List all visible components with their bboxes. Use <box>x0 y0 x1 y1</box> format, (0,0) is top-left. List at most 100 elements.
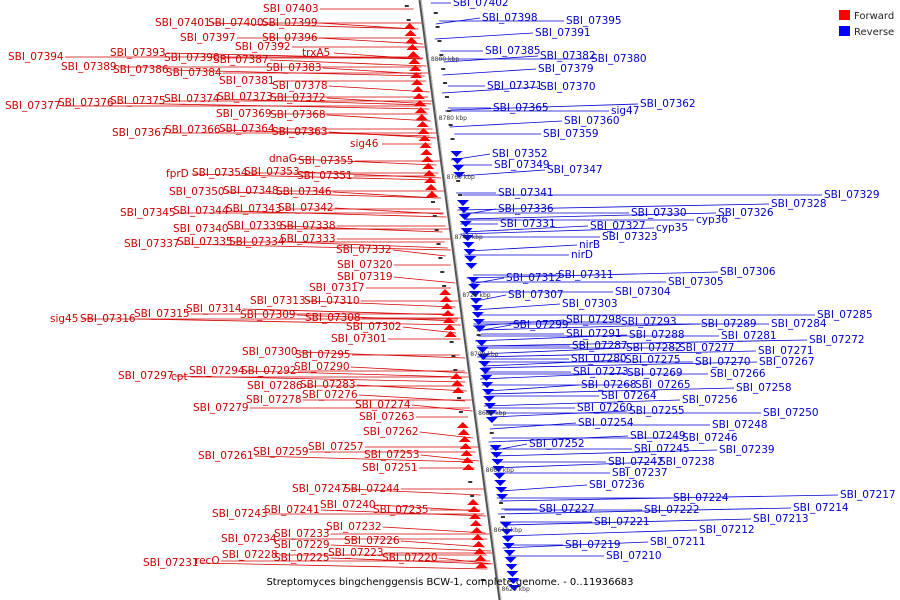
gene-label[interactable]: cyp35 <box>656 222 688 234</box>
gene-label[interactable]: SBI_07283 <box>300 379 356 391</box>
reverse-gene-feature[interactable] <box>489 445 502 451</box>
forward-gene-feature[interactable] <box>450 373 463 379</box>
gene-label[interactable]: SBI_07395 <box>566 15 622 27</box>
reverse-gene-feature[interactable] <box>482 389 495 395</box>
gene-label[interactable]: SBI_07243 <box>212 508 268 520</box>
gene-label[interactable]: SBI_07302 <box>346 321 402 333</box>
gene-label[interactable]: SBI_07228 <box>222 549 278 561</box>
reverse-gene-feature[interactable] <box>508 585 521 591</box>
gene-label[interactable]: SBI_07332 <box>336 244 392 256</box>
reverse-gene-feature[interactable] <box>495 487 508 493</box>
gene-label[interactable]: SBI_07378 <box>272 80 328 92</box>
gene-label[interactable]: SBI_07311 <box>558 269 614 281</box>
gene-label[interactable]: SBI_07364 <box>219 123 275 135</box>
gene-label[interactable]: SBI_07290 <box>294 361 350 373</box>
reverse-gene-feature[interactable] <box>450 151 463 157</box>
forward-gene-feature[interactable] <box>409 65 422 71</box>
gene-label[interactable]: SBI_07260 <box>577 402 633 414</box>
forward-gene-feature[interactable] <box>418 135 431 141</box>
gene-label[interactable]: SBI_07281 <box>721 330 777 342</box>
forward-gene-feature[interactable] <box>473 548 486 554</box>
gene-label[interactable]: SBI_07367 <box>112 127 168 139</box>
gene-label[interactable]: SBI_07285 <box>817 309 873 321</box>
forward-gene-feature[interactable] <box>407 51 420 57</box>
forward-gene-feature[interactable] <box>410 72 423 78</box>
forward-gene-feature[interactable] <box>419 142 432 148</box>
reverse-gene-feature[interactable] <box>461 235 474 241</box>
gene-label[interactable]: SBI_07242 <box>608 456 664 468</box>
gene-label[interactable]: SBI_07327 <box>590 220 646 232</box>
reverse-gene-feature[interactable] <box>468 284 481 290</box>
reverse-gene-feature[interactable] <box>505 564 518 570</box>
gene-label[interactable]: SBI_07344 <box>173 205 229 217</box>
forward-gene-feature[interactable] <box>422 163 435 169</box>
gene-label[interactable]: SBI_07377 <box>5 100 61 112</box>
gene-label[interactable]: SBI_07334 <box>229 236 285 248</box>
gene-label[interactable]: SBI_07385 <box>485 45 541 57</box>
reverse-gene-feature[interactable] <box>479 368 492 374</box>
reverse-gene-feature[interactable] <box>451 158 464 164</box>
forward-gene-feature[interactable] <box>411 79 424 85</box>
gene-label[interactable]: SBI_07300 <box>242 346 298 358</box>
reverse-gene-feature[interactable] <box>457 207 470 213</box>
forward-gene-feature[interactable] <box>457 429 470 435</box>
gene-label[interactable]: SBI_07263 <box>359 411 415 423</box>
forward-gene-feature[interactable] <box>416 121 429 127</box>
forward-gene-feature[interactable] <box>415 114 428 120</box>
gene-label[interactable]: SBI_07339 <box>227 220 283 232</box>
gene-label[interactable]: SBI_07345 <box>120 207 176 219</box>
gene-label[interactable]: SBI_07214 <box>793 502 849 514</box>
gene-label[interactable]: SBI_07316 <box>80 313 136 325</box>
reverse-gene-feature[interactable] <box>475 340 488 346</box>
gene-label[interactable]: SBI_07350 <box>169 186 225 198</box>
gene-label[interactable]: SBI_07279 <box>193 402 249 414</box>
forward-gene-feature[interactable] <box>403 23 416 29</box>
gene-label[interactable]: SBI_07381 <box>219 75 275 87</box>
gene-label[interactable]: SBI_07399 <box>262 17 318 29</box>
forward-gene-feature[interactable] <box>474 555 487 561</box>
gene-label[interactable]: SBI_07269 <box>627 367 683 379</box>
reverse-gene-feature[interactable] <box>499 522 512 528</box>
gene-label[interactable]: SBI_07314 <box>186 303 242 315</box>
gene-label[interactable]: SBI_07255 <box>629 405 685 417</box>
reverse-gene-feature[interactable] <box>462 242 475 248</box>
gene-label[interactable]: SBI_07222 <box>644 504 700 516</box>
gene-label[interactable]: SBI_07370 <box>540 81 596 93</box>
gene-label[interactable]: SBI_07288 <box>629 329 685 341</box>
gene-label[interactable]: SBI_07271 <box>758 345 814 357</box>
gene-label[interactable]: SBI_07213 <box>753 513 809 525</box>
gene-label[interactable]: SBI_07331 <box>500 218 556 230</box>
gene-label[interactable]: SBI_07307 <box>508 289 564 301</box>
gene-label[interactable]: SBI_07306 <box>720 266 776 278</box>
forward-gene-feature[interactable] <box>420 149 433 155</box>
gene-label[interactable]: SBI_07280 <box>571 353 627 365</box>
forward-gene-feature[interactable] <box>468 506 480 512</box>
forward-gene-feature[interactable] <box>405 37 418 43</box>
gene-label[interactable]: SBI_07262 <box>363 426 419 438</box>
gene-label[interactable]: nirD <box>571 249 593 261</box>
gene-label[interactable]: SBI_07398 <box>482 12 538 24</box>
reverse-gene-feature[interactable] <box>501 536 514 542</box>
reverse-gene-feature[interactable] <box>478 361 491 367</box>
gene-label[interactable]: SBI_07247 <box>292 483 348 495</box>
gene-label[interactable]: SBI_07359 <box>543 128 599 140</box>
gene-label[interactable]: SBI_07252 <box>529 438 585 450</box>
gene-label[interactable]: SBI_07335 <box>177 236 233 248</box>
reverse-gene-feature[interactable] <box>500 529 513 535</box>
gene-label[interactable]: SBI_07366 <box>165 124 221 136</box>
forward-gene-feature[interactable] <box>459 443 472 449</box>
gene-label[interactable]: SBI_07256 <box>682 394 738 406</box>
gene-label[interactable]: SBI_07282 <box>626 342 682 354</box>
reverse-gene-feature[interactable] <box>507 578 520 584</box>
gene-label[interactable]: SBI_07291 <box>566 328 622 340</box>
reverse-gene-feature[interactable] <box>490 452 503 458</box>
gene-label[interactable]: SBI_07362 <box>640 98 696 110</box>
gene-label[interactable]: SBI_07393 <box>110 47 166 59</box>
gene-label[interactable]: cyp36 <box>696 214 728 226</box>
gene-label[interactable]: SBI_07400 <box>208 17 264 29</box>
gene-label[interactable]: SBI_07232 <box>326 521 382 533</box>
gene-label[interactable]: SBI_07390 <box>164 52 220 64</box>
forward-gene-feature[interactable] <box>452 387 465 393</box>
gene-label[interactable]: SBI_07329 <box>824 189 880 201</box>
gene-label[interactable]: SBI_07396 <box>262 32 318 44</box>
